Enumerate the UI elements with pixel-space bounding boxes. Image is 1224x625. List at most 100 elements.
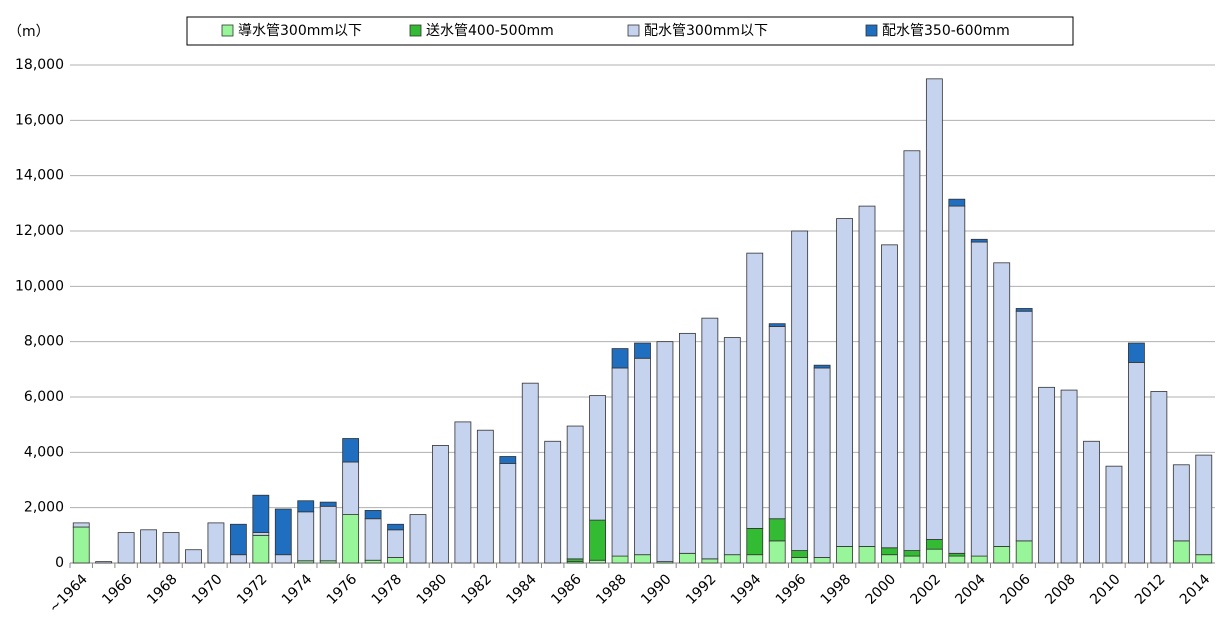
bar-segment	[925, 78, 943, 540]
x-tick-label: 1986	[548, 571, 585, 608]
bar-segment	[813, 364, 831, 369]
y-tick-label: 12,000	[15, 223, 64, 239]
x-tick-label: 1974	[279, 571, 316, 608]
bar-segment	[611, 555, 629, 564]
bar-segment	[72, 526, 90, 564]
bar-segment	[72, 522, 90, 528]
bar-segment	[768, 323, 786, 327]
bar-segment	[723, 554, 741, 564]
x-tick-label: 2004	[952, 571, 989, 608]
bar-segment	[701, 317, 719, 560]
x-tick-label: 2008	[1042, 571, 1079, 608]
bar-segment	[701, 558, 719, 564]
bar-segment	[836, 546, 853, 564]
bar-segment	[723, 337, 741, 556]
bar-segment	[342, 438, 360, 463]
bar-segment	[679, 332, 696, 554]
bar-segment	[1172, 540, 1190, 564]
x-tick-label: 1994	[728, 571, 765, 608]
bar-segment	[319, 505, 337, 562]
bar-segment	[611, 367, 629, 557]
bar-segment	[252, 494, 270, 533]
bar-segment	[656, 341, 674, 563]
bar-segment	[768, 540, 786, 564]
bar-segment	[342, 461, 360, 515]
bar-segment	[993, 262, 1011, 547]
legend-label: 配水管350-600mm	[882, 23, 1010, 39]
bar-segment	[319, 501, 337, 507]
bar-segment	[948, 205, 966, 554]
x-tick-label: 1970	[189, 571, 226, 608]
bar-segment	[387, 523, 404, 531]
y-tick-label: 4,000	[24, 444, 64, 460]
x-tick-label: 1992	[683, 571, 720, 608]
legend-label: 導水管300mm以下	[238, 23, 362, 39]
bar-segment	[252, 534, 270, 564]
x-tick-label: 1976	[324, 571, 361, 608]
bar-segment	[813, 557, 831, 564]
bar-segment	[791, 557, 809, 564]
bar-segment	[925, 539, 943, 550]
legend-label: 送水管400-500mm	[426, 23, 554, 39]
bar-segment	[1060, 389, 1078, 564]
bar-segment	[858, 205, 876, 547]
bar-segment	[1172, 464, 1190, 542]
x-tick-label: 1980	[414, 571, 451, 608]
bar-segment	[948, 198, 966, 207]
bar-segment	[342, 514, 360, 564]
bar-segment	[274, 554, 292, 564]
bar-segment	[791, 550, 809, 558]
bar-segment	[881, 547, 898, 556]
bar-segment	[476, 429, 494, 564]
y-tick-label: 10,000	[15, 278, 64, 294]
bar-segment	[679, 552, 696, 564]
bar-segment	[903, 550, 921, 557]
bar-segment	[589, 519, 606, 561]
legend-swatch	[627, 24, 640, 37]
bar-segment	[903, 150, 921, 551]
x-tick-label: ~1964	[46, 571, 91, 616]
bar-segment	[387, 529, 404, 558]
bar-segment	[364, 510, 382, 520]
bar-segment	[611, 348, 629, 369]
y-unit: （m）	[8, 24, 50, 40]
x-tick-label: 2002	[908, 571, 945, 608]
bar-segment	[1038, 386, 1056, 564]
x-tick-label: 1984	[503, 571, 540, 608]
x-tick-label: 1988	[593, 571, 630, 608]
x-tick-label: 1972	[234, 571, 271, 608]
bar-segment	[858, 546, 876, 564]
legend-label: 配水管300mm以下	[644, 23, 768, 39]
bar-segment	[499, 456, 517, 464]
bar-segment	[589, 559, 606, 564]
bar-segment	[229, 523, 247, 556]
bar-segment	[1015, 310, 1033, 542]
bar-segment	[1150, 391, 1168, 564]
bar-segment	[993, 546, 1011, 564]
bar-segment	[1015, 308, 1033, 312]
bar-segment	[634, 342, 651, 359]
x-tick-label: 1998	[818, 571, 855, 608]
x-tick-label: 1966	[99, 571, 136, 608]
bar-segment	[117, 532, 135, 564]
bar-segment	[948, 552, 966, 557]
y-tick-label: 2,000	[24, 500, 64, 516]
bar-segment	[499, 462, 517, 564]
legend-swatch	[409, 24, 422, 37]
x-tick-label: 2012	[1132, 571, 1169, 608]
bar-segment	[881, 554, 898, 564]
x-tick-label: 1982	[458, 571, 495, 608]
bar-segment	[387, 557, 404, 564]
bar-segment	[364, 518, 382, 561]
bar-segment	[544, 440, 562, 564]
bar-segment	[454, 421, 472, 564]
x-tick-label: 1978	[369, 571, 406, 608]
bar-segment	[1015, 540, 1033, 564]
bar-segment	[140, 529, 157, 564]
y-tick-label: 8,000	[24, 334, 64, 350]
legend-swatch	[221, 24, 234, 37]
bar-segment	[634, 554, 651, 564]
bar-segment	[364, 559, 382, 564]
bar-segment	[768, 518, 786, 542]
